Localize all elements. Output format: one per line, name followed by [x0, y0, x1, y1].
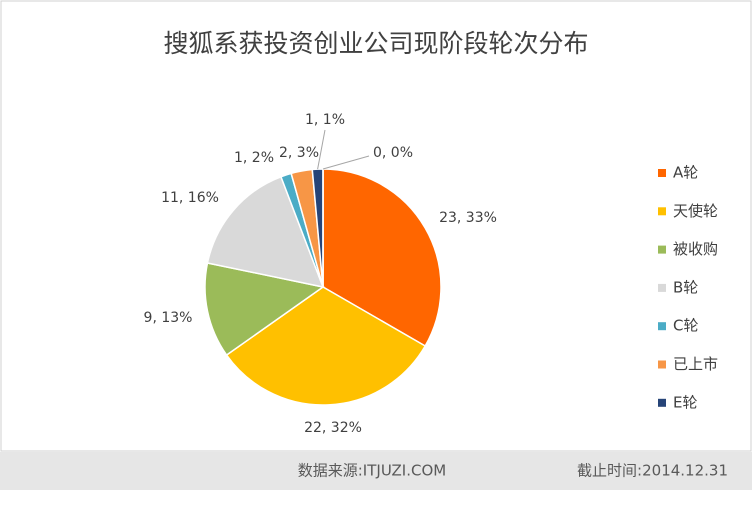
- legend-swatch: [658, 207, 666, 216]
- legend-label: 被收购: [673, 240, 718, 258]
- legend-label: 天使轮: [673, 202, 718, 220]
- legend-swatch: [658, 322, 666, 331]
- legend-label: 已上市: [673, 355, 718, 373]
- data-label: 11, 16%: [161, 190, 219, 206]
- pie-slice: [225, 286, 427, 406]
- data-label: 1, 1%: [305, 112, 345, 128]
- data-label: 23, 33%: [439, 210, 497, 226]
- legend-label: B轮: [673, 278, 698, 296]
- leader-line: [317, 129, 326, 170]
- legend-label: A轮: [673, 164, 698, 182]
- footer-band: [0, 452, 752, 490]
- footer-source: 数据来源:ITJUZI.COM: [298, 462, 446, 480]
- pie-slice: [204, 262, 325, 357]
- legend-swatch: [658, 245, 666, 254]
- legend-swatch: [658, 169, 666, 177]
- data-label: 1, 2%: [234, 150, 274, 166]
- legend-label: E轮: [673, 393, 697, 411]
- pie-slice: [322, 168, 442, 348]
- data-label: 9, 13%: [144, 310, 193, 326]
- pie-slice: [206, 175, 325, 289]
- legend-label: C轮: [673, 317, 698, 335]
- legend-swatch: [658, 398, 666, 407]
- chart-title: 搜狐系获投资创业公司现阶段轮次分布: [163, 29, 588, 58]
- data-label: 22, 32%: [304, 420, 362, 436]
- data-label: 0, 0%: [373, 145, 413, 161]
- leader-line: [322, 155, 370, 170]
- footer-date: 截止时间:2014.12.31: [577, 462, 728, 480]
- legend-swatch: [658, 283, 666, 292]
- data-label: 2, 3%: [279, 145, 319, 161]
- legend-swatch: [658, 360, 666, 369]
